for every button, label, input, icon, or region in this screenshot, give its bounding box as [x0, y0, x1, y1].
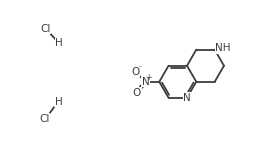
Text: N: N [142, 77, 149, 87]
Text: O: O [131, 67, 140, 77]
Text: N: N [183, 93, 191, 103]
Text: Cl: Cl [40, 24, 50, 34]
Text: O: O [133, 88, 141, 97]
Text: NH: NH [216, 43, 231, 53]
Text: Cl: Cl [39, 114, 50, 124]
Text: H: H [55, 38, 63, 48]
Text: +: + [145, 73, 152, 82]
Text: ⁻: ⁻ [138, 63, 142, 72]
Text: H: H [55, 97, 62, 107]
